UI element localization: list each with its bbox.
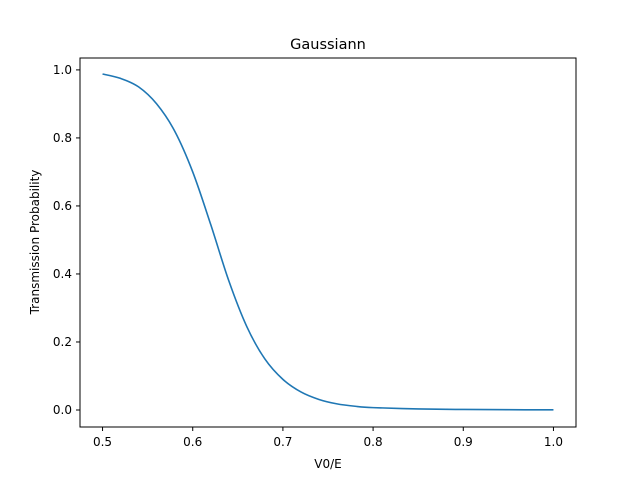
plot-area [102,73,554,411]
y-tick-label: 0.8 [53,131,72,145]
plot-frame [79,57,577,428]
y-axis-ticks: 0.0 0.2 0.4 0.6 0.8 1.0 [53,63,80,417]
x-tick-label: 0.9 [454,435,473,449]
x-tick-label: 0.7 [273,435,292,449]
x-tick-label: 0.8 [364,435,383,449]
x-tick-label: 0.5 [93,435,112,449]
y-tick-label: 0.4 [53,267,72,281]
y-tick-label: 0.0 [53,403,72,417]
x-axis-ticks: 0.5 0.6 0.7 0.8 0.9 1.0 [93,427,563,449]
x-tick-label: 0.6 [183,435,202,449]
series-line [102,73,554,411]
x-tick-label: 1.0 [544,435,563,449]
y-tick-label: 0.6 [53,199,72,213]
y-axis-label: Transmission Probability [28,170,42,316]
y-tick-label: 1.0 [53,63,72,77]
chart-title: Gaussiann [290,37,366,53]
x-axis-label: V0/E [314,457,341,471]
y-tick-label: 0.2 [53,335,72,349]
